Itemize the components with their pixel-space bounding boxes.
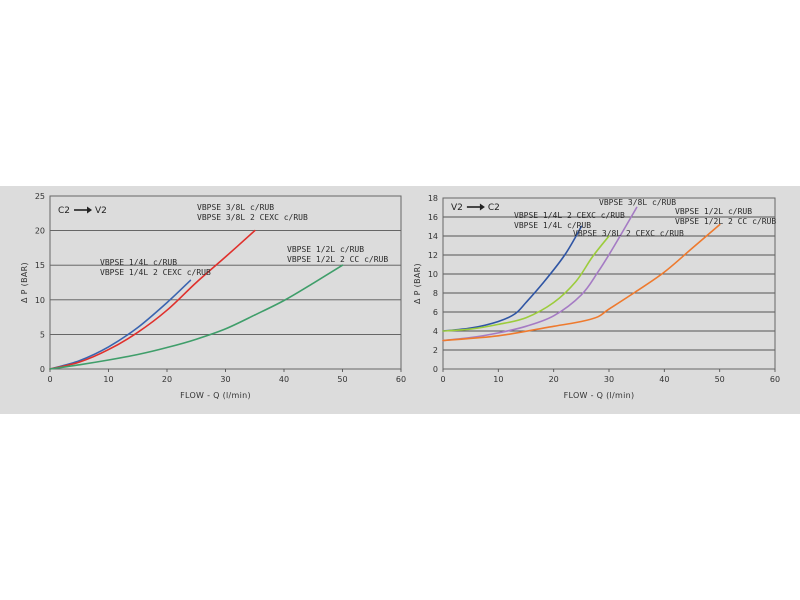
chart1-legend-label: VBPSE 1/4L c/RUB	[100, 258, 177, 267]
chart2-x-tick-label: 20	[549, 375, 559, 384]
chart1-legend-label: VBPSE 3/8L 2 CEXC c/RUB	[197, 213, 308, 222]
chart2-y-tick-label: 0	[433, 365, 438, 374]
chart2-direction-arrow-icon	[479, 203, 485, 211]
chart1-y-tick-label: 20	[35, 227, 45, 236]
chart1-legend-label: VBPSE 1/4L 2 CEXC c/RUB	[100, 268, 211, 277]
chart2-legend-label: VBPSE 1/2L c/RUB	[675, 207, 752, 216]
chart1-x-tick-label: 30	[220, 375, 230, 384]
chart2-legend-label: VBPSE 1/2L 2 CC c/RUB	[675, 217, 776, 226]
chart1-x-axis-label: FLOW - Q (l/min)	[180, 391, 251, 400]
chart2-direction-from: V2	[451, 203, 463, 213]
chart2-y-tick-label: 14	[428, 232, 438, 241]
chart1-legend-label: VBPSE 3/8L c/RUB	[197, 203, 274, 212]
chart1-x-tick-label: 20	[162, 375, 172, 384]
chart1-direction-arrow-icon	[87, 206, 93, 214]
chart2-y-tick-label: 4	[433, 327, 438, 336]
chart2-y-tick-label: 18	[428, 194, 438, 203]
chart1-x-tick-label: 10	[103, 375, 113, 384]
chart2-x-tick-label: 60	[770, 375, 780, 384]
chart2-x-axis-label: FLOW - Q (l/min)	[564, 391, 635, 400]
chart1-x-tick-label: 40	[279, 375, 289, 384]
chart2-legend-label: VBPSE 1/4L c/RUB	[514, 221, 591, 230]
chart2-y-tick-label: 2	[433, 346, 438, 355]
chart2-legend-label: VBPSE 3/8L c/RUB	[599, 198, 676, 207]
chart2-x-tick-label: 10	[493, 375, 503, 384]
chart2-y-tick-label: 16	[428, 213, 438, 222]
chart1-y-axis-label: Δ P (BAR)	[20, 262, 29, 303]
chart2-series-line-4	[442, 223, 721, 342]
chart2-y-tick-label: 8	[433, 289, 438, 298]
chart1-series-line-2	[49, 229, 256, 370]
chart2-series-line-2	[442, 235, 610, 332]
chart1-legend-label: VBPSE 1/2L 2 CC c/RUB	[287, 255, 388, 264]
chart2-legend-label: VBPSE 1/4L 2 CEXC c/RUB	[514, 211, 625, 220]
chart2-y-axis-label: Δ P (BAR)	[413, 263, 422, 304]
chart1-x-tick-label: 50	[337, 375, 347, 384]
chart1-direction-from: C2	[58, 206, 70, 216]
chart2-x-tick-label: 30	[604, 375, 614, 384]
chart2-x-tick-label: 50	[715, 375, 725, 384]
chart1-x-tick-label: 0	[47, 375, 52, 384]
chart2-y-tick-label: 12	[428, 251, 438, 260]
chart1-y-tick-label: 10	[35, 296, 45, 305]
chart1-series-line-1	[49, 279, 192, 370]
chart2-x-tick-label: 0	[440, 375, 445, 384]
chart2-y-tick-label: 6	[433, 308, 438, 317]
chart1-y-tick-label: 0	[40, 365, 45, 374]
chart1-series-line-3	[49, 264, 344, 370]
chart2-series-line-1	[442, 225, 583, 332]
chart1-x-tick-label: 60	[396, 375, 406, 384]
chart1-direction-to: V2	[95, 206, 107, 216]
chart2-series-line-3	[442, 206, 638, 342]
chart1-y-tick-label: 5	[40, 330, 45, 339]
chart2-direction-to: C2	[488, 203, 500, 213]
chart1-y-tick-label: 25	[35, 192, 45, 201]
chart2-legend-label: VBPSE 3/8L 2 CEXC c/RUB	[573, 229, 684, 238]
chart2-x-tick-label: 40	[659, 375, 669, 384]
chart1-y-tick-label: 15	[35, 261, 45, 270]
chart1-legend-label: VBPSE 1/2L c/RUB	[287, 245, 364, 254]
chart2-y-tick-label: 10	[428, 270, 438, 279]
